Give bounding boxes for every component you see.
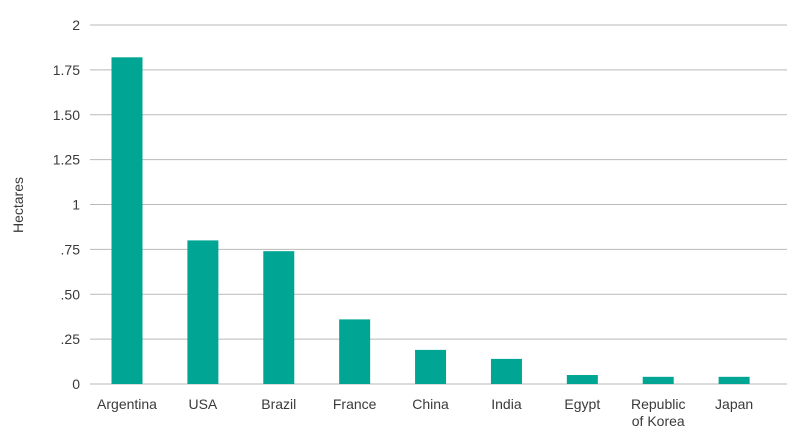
y-tick-label: 1.50 xyxy=(53,107,80,123)
x-category-label: Republic xyxy=(631,396,685,412)
x-category-label: USA xyxy=(188,396,217,412)
bar xyxy=(718,376,750,384)
y-tick-label: 2 xyxy=(72,17,80,33)
bar xyxy=(566,375,598,384)
x-category-label: China xyxy=(412,396,449,412)
y-tick-label: 1.75 xyxy=(53,62,80,78)
y-tick-label: .25 xyxy=(61,331,81,347)
x-category-label: Japan xyxy=(715,396,753,412)
bar xyxy=(642,376,674,384)
y-tick-label: 1 xyxy=(72,197,80,213)
y-axis-title: Hectares xyxy=(10,177,26,233)
bar xyxy=(111,57,143,385)
x-category-label: Argentina xyxy=(97,396,157,412)
bar xyxy=(187,240,219,384)
y-tick-label: .50 xyxy=(61,286,81,302)
bar xyxy=(490,358,522,384)
y-tick-label: 1.25 xyxy=(53,152,80,168)
x-category-label: France xyxy=(333,396,377,412)
x-category-label: India xyxy=(491,396,522,412)
y-axis-tick-labels: 0 .25 .50 .75 1 1.25 1.50 1.75 2 xyxy=(53,17,80,392)
bar xyxy=(263,251,295,384)
bar xyxy=(339,319,371,384)
bar xyxy=(415,349,447,384)
y-tick-label: 0 xyxy=(72,376,80,392)
y-tick-label: .75 xyxy=(61,241,81,257)
x-category-label: Brazil xyxy=(261,396,296,412)
x-category-label: Egypt xyxy=(564,396,600,412)
x-category-label: of Korea xyxy=(632,413,685,429)
bars xyxy=(111,57,750,385)
x-axis-category-labels: Argentina USA Brazil France China India Egypt R… xyxy=(97,396,753,429)
